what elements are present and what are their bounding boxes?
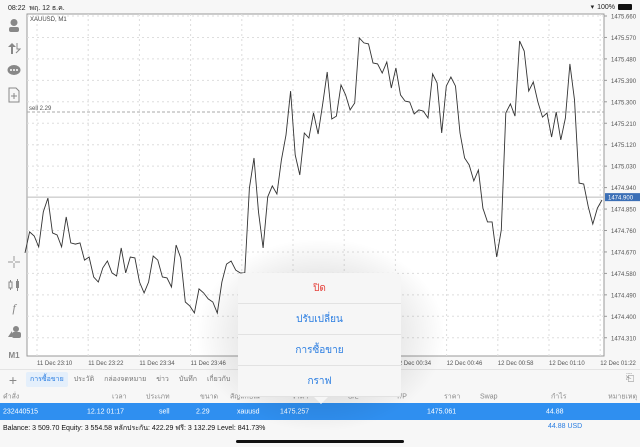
x-tick-label: 12 Dec 01:22 <box>600 361 636 367</box>
col-tp: T/P <box>396 393 407 400</box>
layout-toggle-icon[interactable]: ⎗ <box>626 373 634 384</box>
x-tick-label: 11 Dec 23:10 <box>37 361 73 367</box>
cell-type: sell <box>159 408 170 415</box>
col-profit: กำไร <box>551 393 567 400</box>
x-tick-label: 11 Dec 23:34 <box>139 361 175 367</box>
cell-size: 2.29 <box>196 408 210 415</box>
x-tick-label: 12 Dec 01:10 <box>549 361 585 367</box>
tab-about[interactable]: เกี่ยวกับ <box>206 376 231 383</box>
col-size: ขนาด <box>200 393 219 400</box>
account-icon[interactable] <box>6 17 22 33</box>
tab-history[interactable]: ประวัติ <box>73 376 95 383</box>
wifi-icon: ▾ <box>590 4 595 11</box>
y-tick-label: 1475.120 <box>611 143 637 149</box>
left-toolbar: f M1 <box>0 13 27 365</box>
trade-icon[interactable] <box>6 40 22 56</box>
indicators-icon[interactable]: f <box>12 300 16 315</box>
tab-trade[interactable]: การซื้อขาย <box>26 372 68 387</box>
candles-icon[interactable] <box>6 277 22 293</box>
col-price: ราคา <box>444 393 461 400</box>
y-tick-label: 1475.480 <box>611 57 637 63</box>
y-tick-label: 1475.570 <box>611 36 637 42</box>
crosshair-icon[interactable] <box>6 254 22 270</box>
col-time: เวลา <box>112 393 127 400</box>
y-tick-label: 1475.390 <box>611 79 637 85</box>
order-action-menu: ปิด ปรับเปลี่ยน การซื้อขาย กราฟ <box>238 273 401 404</box>
battery-icon <box>618 4 632 10</box>
y-tick-label: 1475.030 <box>611 165 637 171</box>
x-tick-label: 12 Dec 00:34 <box>395 361 431 367</box>
y-tick-label: 1475.210 <box>611 122 637 128</box>
current-price-tag <box>605 193 640 202</box>
balance-summary: Balance: 3 509.70 Equity: 3 554.58 หลักป… <box>3 425 266 432</box>
menu-trade[interactable]: การซื้อขาย <box>238 335 401 366</box>
x-tick-label: 12 Dec 00:46 <box>447 361 483 367</box>
objects-icon[interactable] <box>6 323 22 339</box>
y-tick-label: 1474.850 <box>611 208 637 214</box>
timeframe-button[interactable]: M1 <box>8 350 20 360</box>
cell-order: 232440515 <box>3 408 39 415</box>
menu-modify-order[interactable]: ปรับเปลี่ยน <box>238 304 401 335</box>
cell-profit: 44.88 <box>546 408 564 415</box>
y-tick-label: 1475.300 <box>611 100 637 106</box>
account-summary: Balance: 3 509.70 Equity: 3 554.58 หลักป… <box>0 420 640 434</box>
col-comment: หมายเหตุ <box>608 393 637 400</box>
table-row[interactable]: 232440515 12.12 01:17 sell 2.29 xauusd 1… <box>0 403 640 420</box>
status-bar: 08:22 พฤ. 12 ธ.ค. ▾ 100% <box>0 0 640 13</box>
current-price-label: 1474.900 <box>608 196 634 202</box>
tab-mailbox[interactable]: กล่องจดหมาย <box>104 376 147 383</box>
popup-arrow <box>314 397 328 404</box>
price-line-series <box>24 36 603 315</box>
y-tick-label: 1474.310 <box>611 336 637 342</box>
x-tick-label: 12 Dec 00:58 <box>498 361 534 367</box>
col-order: คำสั่ง <box>3 393 20 400</box>
y-tick-label: 1474.400 <box>611 315 637 321</box>
sell-level-label: sell 2.29 <box>29 106 52 112</box>
add-icon[interactable]: + <box>8 371 18 388</box>
x-tick-label: 11 Dec 23:22 <box>88 361 124 367</box>
x-tick-label: 11 Dec 23:46 <box>191 361 227 367</box>
tab-news[interactable]: ข่าว <box>156 376 169 383</box>
battery-percent: 100% <box>597 3 615 11</box>
menu-close-order[interactable]: ปิด <box>238 273 401 304</box>
y-tick-label: 1474.580 <box>611 272 637 278</box>
menu-chart[interactable]: กราฟ <box>238 366 401 397</box>
col-swap: Swap <box>480 393 498 400</box>
status-right: ▾ 100% <box>591 3 632 11</box>
total-profit: 44.88 USD <box>548 423 583 430</box>
chat-icon[interactable] <box>6 63 22 79</box>
col-type: ประเภท <box>146 393 170 400</box>
status-time-date: 08:22 พฤ. 12 ธ.ค. <box>8 5 65 12</box>
cell-open-price: 1475.257 <box>280 408 310 415</box>
new-document-icon[interactable] <box>6 87 22 103</box>
y-tick-label: 1474.760 <box>611 229 637 235</box>
y-tick-label: 1474.490 <box>611 293 637 299</box>
y-tick-label: 1474.670 <box>611 250 637 256</box>
cell-price: 1475.061 <box>427 408 457 415</box>
y-tick-label: 1475.660 <box>611 15 637 21</box>
tab-journal[interactable]: บันทึก <box>178 376 197 383</box>
cell-symbol: xauusd <box>237 408 260 415</box>
cell-time: 12.12 01:17 <box>87 408 124 415</box>
y-tick-label: 1474.940 <box>611 186 637 192</box>
home-indicator <box>236 440 404 443</box>
chart-symbol-title: XAUUSD, M1 <box>30 17 67 23</box>
